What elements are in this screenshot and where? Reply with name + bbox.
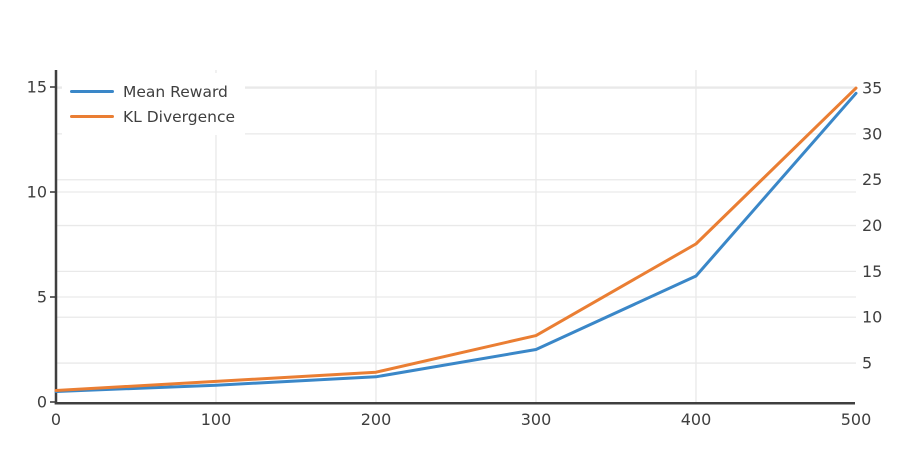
right-tick-label: 25 [862, 170, 882, 189]
right-tick-label: 30 [862, 124, 882, 143]
x-tick-label: 500 [841, 410, 872, 429]
left-tick-label: 15 [27, 78, 47, 97]
x-tick-label: 0 [51, 410, 61, 429]
legend-label-kl-divergence: KL Divergence [123, 107, 236, 126]
series-line-mean-reward [54, 91, 858, 394]
legend-label-mean-reward: Mean Reward [123, 82, 228, 101]
right-tick-label: 15 [862, 262, 882, 281]
legend-item-mean-reward[interactable]: Mean Reward [70, 79, 235, 104]
right-tick-label: 10 [862, 308, 882, 327]
left-tick-label: 0 [37, 393, 47, 412]
x-tick-label: 200 [361, 410, 392, 429]
left-tick-label: 5 [37, 288, 47, 307]
x-tick-label: 300 [521, 410, 552, 429]
right-tick-label: 5 [862, 354, 872, 373]
x-tick-label: 100 [201, 410, 232, 429]
series-line-kl-divergence [54, 86, 858, 393]
right-tick-label: 20 [862, 216, 882, 235]
legend-item-kl-divergence[interactable]: KL Divergence [70, 104, 235, 129]
x-tick-label: 400 [681, 410, 712, 429]
right-tick-label: 35 [862, 79, 882, 98]
mean-reward-swatch-icon [70, 90, 114, 93]
kl-divergence-swatch-icon [70, 115, 114, 118]
left-tick-label: 10 [27, 183, 47, 202]
legend: Mean Reward KL Divergence [62, 73, 246, 135]
